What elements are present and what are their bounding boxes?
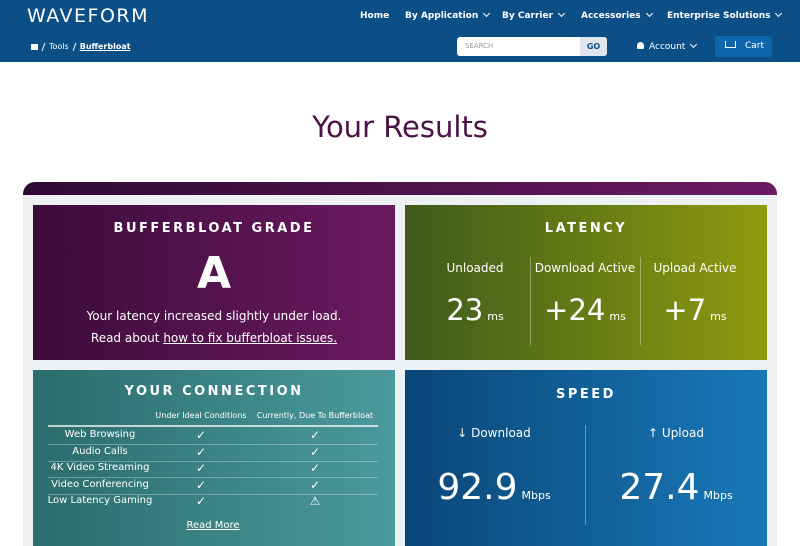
- row-name: Audio Calls: [72, 445, 128, 457]
- row-name: Low Latency Gaming: [47, 495, 153, 506]
- heading: Your Results: [312, 110, 488, 144]
- row-ideal: ✓: [195, 461, 207, 475]
- row-ideal: ✓: [195, 494, 207, 508]
- divider: [530, 257, 531, 345]
- value: 23: [446, 293, 484, 327]
- nav-link[interactable]: Accessories: [581, 9, 653, 21]
- breadcrumb: Tools Bufferbloat: [31, 42, 131, 51]
- nav-label: Enterprise Solutions: [667, 11, 771, 21]
- read-more[interactable]: Read More: [186, 520, 240, 531]
- search-box[interactable]: SEARCH GO: [457, 37, 607, 56]
- speed-panel: SPEED ↓ Download 92.9 Mbps ↑ Upload 27.4 Mbps: [405, 370, 767, 546]
- latency-value: +7 ms: [663, 293, 726, 327]
- account-label: Account: [649, 42, 686, 52]
- row-rule: [48, 444, 378, 445]
- crumb[interactable]: Tools: [49, 42, 69, 51]
- grade-value: A: [196, 248, 232, 299]
- row-ideal: ✓: [195, 444, 207, 459]
- row-current: ✓: [309, 428, 321, 442]
- cart[interactable]: Cart: [715, 36, 772, 57]
- header-rule: [48, 425, 378, 427]
- latency-panel: LATENCY Unloaded 23 ms Download Active +24 ms…: [405, 205, 767, 360]
- value: +24: [544, 293, 606, 327]
- speed-value: 92.9 Mbps: [437, 467, 550, 508]
- row-current: ⚠: [309, 494, 321, 508]
- account[interactable]: Account: [637, 40, 698, 52]
- unit: ms: [710, 310, 727, 323]
- unit: Mbps: [703, 489, 733, 502]
- latency-value: 23 ms: [446, 293, 503, 327]
- card-top: [23, 182, 777, 196]
- value: 27.4: [619, 467, 700, 508]
- fix-link[interactable]: how to fix bufferbloat issues.: [163, 331, 338, 345]
- unit: Mbps: [521, 489, 551, 502]
- nav-label: By Carrier: [502, 11, 554, 21]
- divider: [585, 425, 586, 525]
- unit: ms: [487, 310, 504, 323]
- logo[interactable]: WAVEFORM: [27, 5, 150, 27]
- read-prefix: Read about: [90, 331, 160, 345]
- cart-label: Cart: [745, 41, 765, 51]
- latency-label: Upload Active: [653, 261, 737, 275]
- speed-label: ↓ Download: [457, 426, 531, 440]
- search-button[interactable]: GO: [580, 37, 607, 56]
- connection-title: YOUR CONNECTION: [124, 384, 304, 399]
- grade-read: Read about how to fix bufferbloat issues…: [91, 331, 337, 345]
- nav-link[interactable]: Enterprise Solutions: [667, 9, 783, 21]
- grade-panel: BUFFERBLOAT GRADE A Your latency increas…: [33, 205, 395, 360]
- nav-label: Home: [360, 11, 390, 21]
- latency-value: +24 ms: [544, 293, 626, 327]
- speed-label: ↑ Upload: [648, 426, 704, 440]
- divider: [640, 257, 641, 345]
- home-icon[interactable]: [31, 43, 38, 50]
- row-ideal: ✓: [195, 477, 207, 492]
- connection-panel: YOUR CONNECTION Under Ideal Conditions C…: [33, 370, 395, 546]
- row-current: ✓: [309, 444, 321, 459]
- search-placeholder: SEARCH: [465, 42, 494, 50]
- nav-label: Accessories: [581, 11, 641, 21]
- crumb[interactable]: Bufferbloat: [79, 42, 131, 51]
- nav-link[interactable]: Home: [360, 11, 389, 21]
- row-rule: [48, 460, 378, 462]
- row-current: ✓: [309, 477, 321, 492]
- nav-link[interactable]: By Application: [405, 9, 491, 21]
- row-name: Web Browsing: [64, 429, 136, 440]
- row-rule: [48, 477, 378, 478]
- col-header: Currently, Due To Bufferbloat: [256, 411, 374, 420]
- latency-label: Unloaded: [446, 261, 504, 275]
- row-ideal: ✓: [195, 428, 207, 442]
- row-name: Video Conferencing: [51, 478, 149, 490]
- speed-title: SPEED: [556, 387, 616, 402]
- row-name: 4K Video Streaming: [50, 462, 150, 473]
- value: +7: [663, 293, 707, 327]
- value: 92.9: [437, 467, 518, 508]
- nav-link[interactable]: By Carrier: [502, 9, 566, 21]
- nav-label: By Application: [405, 11, 479, 21]
- unit: ms: [609, 310, 626, 323]
- row-current: ✓: [309, 461, 321, 475]
- row-rule: [48, 493, 378, 495]
- speed-value: 27.4 Mbps: [619, 467, 732, 508]
- grade-text: Your latency increased slightly under lo…: [86, 309, 342, 323]
- col-header: Under Ideal Conditions: [155, 411, 247, 420]
- latency-title: LATENCY: [544, 221, 628, 236]
- grade-title: BUFFERBLOAT GRADE: [113, 221, 315, 236]
- header: WAVEFORM Tools Bufferbloat SEARCH GO Acco…: [0, 0, 800, 62]
- latency-label: Download Active: [534, 261, 636, 275]
